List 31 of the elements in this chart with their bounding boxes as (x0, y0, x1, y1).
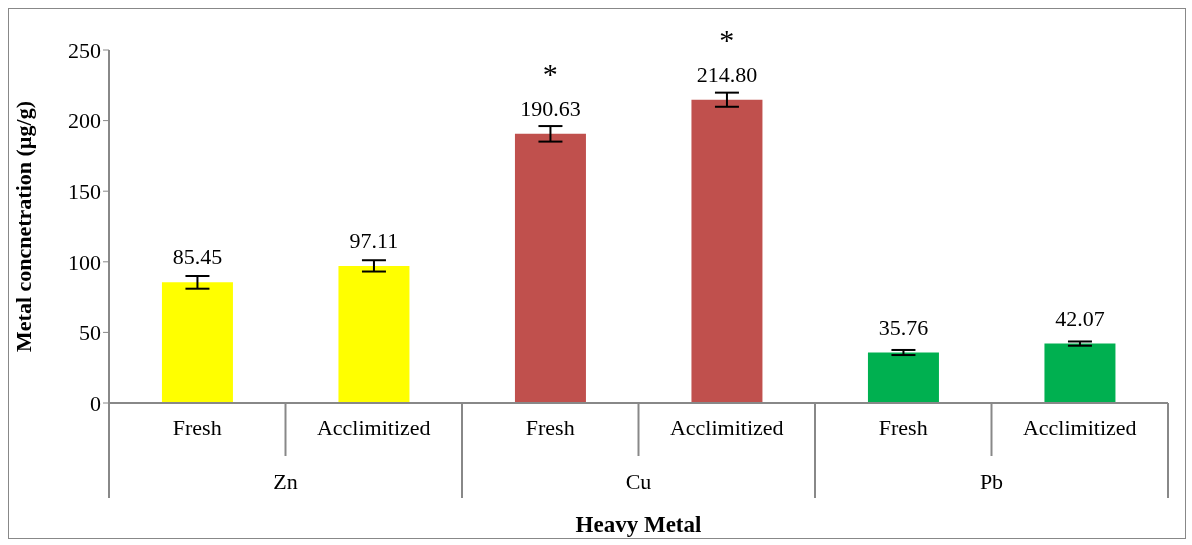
x-tick-label: Fresh (172, 415, 222, 440)
x-tick-label: Fresh (525, 415, 575, 440)
data-label: 42.07 (1055, 305, 1105, 331)
bar (867, 352, 939, 403)
x-tick-label: Fresh (878, 415, 928, 440)
annotation: * (542, 56, 558, 90)
data-label: 97.11 (349, 227, 399, 253)
y-axis-title: Metal concnetration (µg/g) (11, 101, 36, 352)
text: Pb (979, 469, 1004, 494)
y-tick-label: 250 (68, 37, 101, 63)
bar (1044, 343, 1116, 403)
x-axis-title: Heavy Metal (575, 512, 702, 537)
bar (691, 99, 763, 403)
y-tick-label: 50 (79, 320, 101, 346)
x-tick-label: Acclimitized (316, 415, 431, 440)
bar (514, 133, 586, 403)
text: Zn (273, 469, 298, 494)
data-label: 85.45 (172, 244, 223, 270)
y-tick-label: 0 (90, 390, 101, 416)
x-tick-label: Acclimitized (669, 415, 784, 440)
y-tick-label: 100 (68, 249, 101, 275)
y-tick-label: 150 (68, 179, 101, 205)
annotation: * (719, 22, 735, 56)
data-label: 190.63 (520, 95, 581, 121)
y-tick-label: 200 (68, 108, 101, 134)
x-tick-label: Acclimitized (1022, 415, 1137, 440)
text: Cu (625, 469, 652, 494)
bar (161, 282, 233, 403)
data-label: 214.80 (696, 61, 758, 87)
bar (338, 265, 410, 403)
data-label: 35.76 (878, 314, 929, 340)
